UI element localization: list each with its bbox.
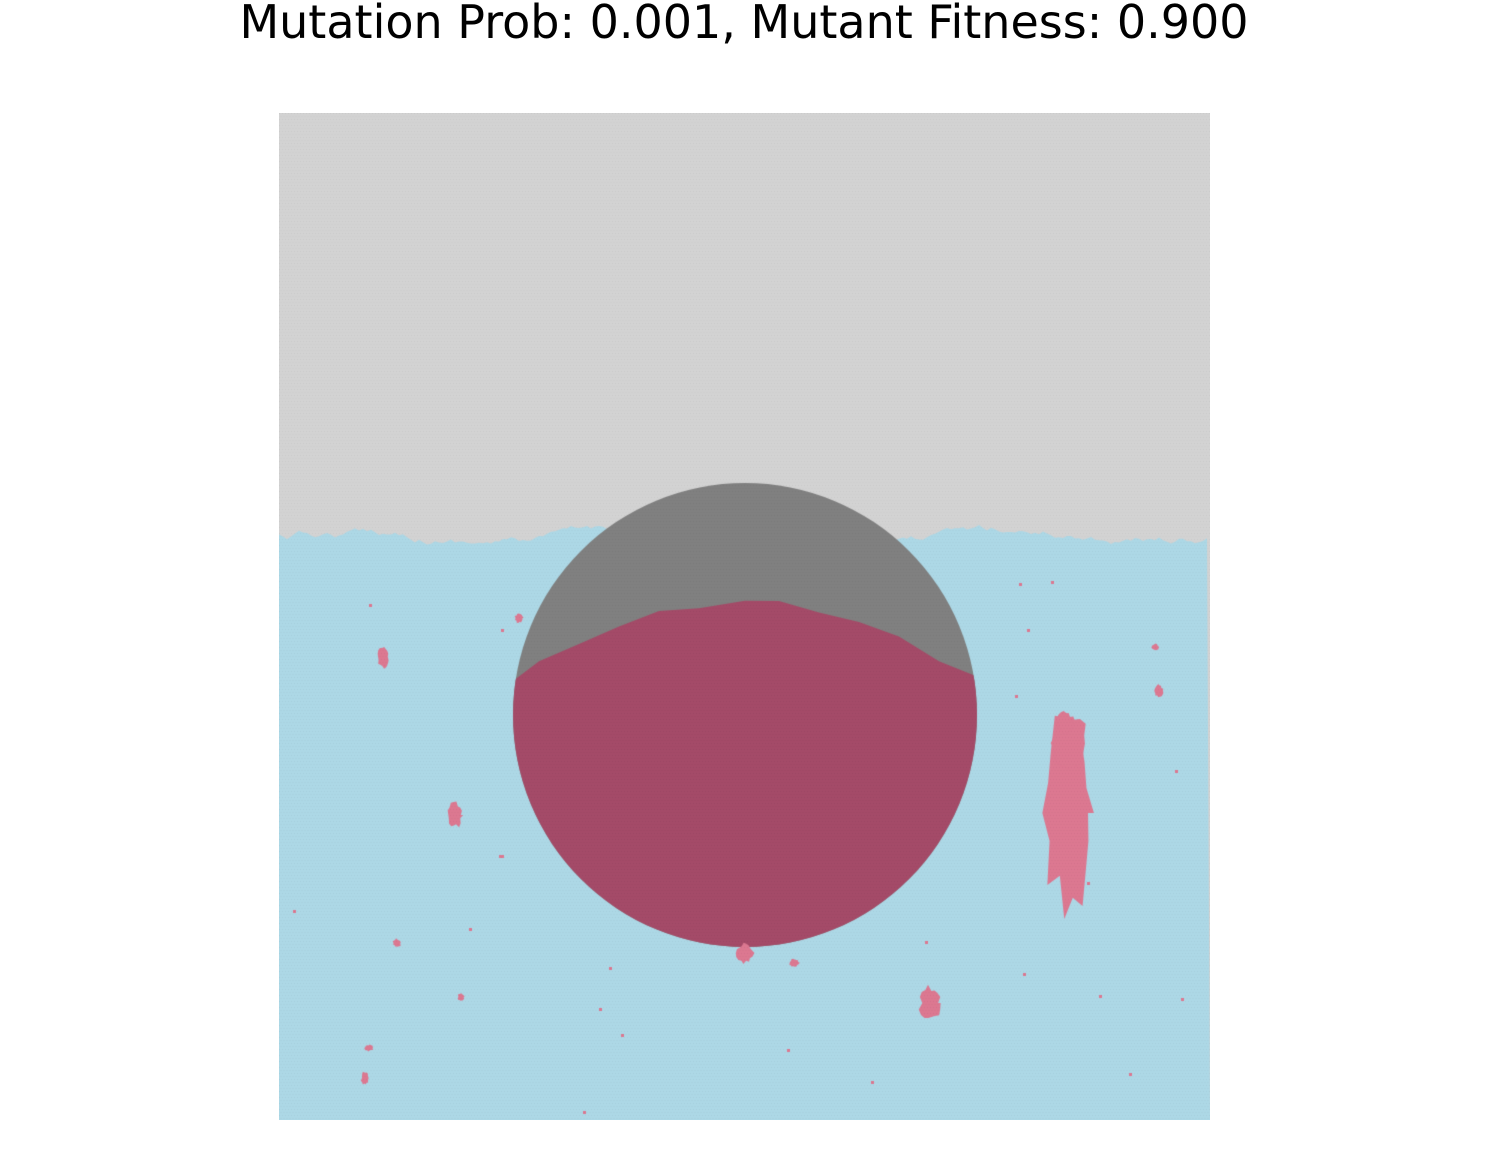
figure-title: Mutation Prob: 0.001, Mutant Fitness: 0.… [239, 0, 1249, 49]
lattice-plot [279, 113, 1210, 1120]
hex-lattice-canvas [279, 113, 1210, 1120]
